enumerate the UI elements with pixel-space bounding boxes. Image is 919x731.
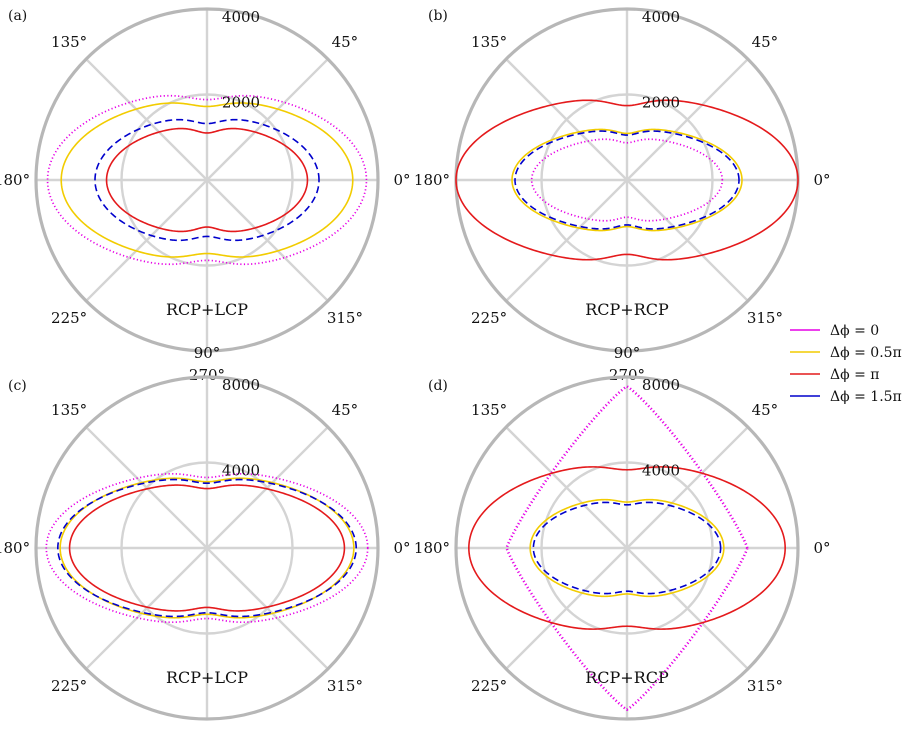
- polar-panel-4: 4000 8000 0° 45° 90° 135° 180° 225° 270° 315° (d) R…: [414, 344, 831, 721]
- series-curve-4: [514, 130, 740, 230]
- angle-tick-label: 0°: [813, 539, 830, 557]
- angle-tick-label: 135°: [51, 401, 87, 419]
- angle-tick-label: 135°: [471, 33, 507, 51]
- angle-tick-label: 270°: [189, 366, 225, 384]
- polarization-annotation: RCP+RCP: [585, 300, 669, 319]
- series-curve-3: [455, 99, 799, 261]
- series-curve-4: [532, 501, 722, 595]
- radial-tick-label: 2000: [222, 94, 260, 112]
- angle-tick-label: 315°: [327, 677, 363, 695]
- angle-tick-label: 45°: [332, 401, 359, 419]
- panel-letter: (a): [8, 8, 27, 24]
- angle-tick-label: 90°: [194, 344, 221, 362]
- legend: Δϕ = 0 Δϕ = 0.5π Δϕ = π Δϕ = 1.5π: [790, 323, 902, 405]
- angle-tick-label: 0°: [393, 539, 410, 557]
- radial-tick-label: 8000: [222, 376, 260, 394]
- panels-group: 2000 4000 0° 45° 90° 135° 180° 225° 270° 315° (a) R…: [0, 7, 831, 721]
- panel-letter: (b): [428, 8, 448, 24]
- series-curve-2: [511, 128, 743, 232]
- series-curve-4: [56, 478, 358, 618]
- polar-panel-1: 2000 4000 0° 45° 90° 135° 180° 225° 270° 315° (a) R…: [0, 7, 411, 384]
- panel-letter: (d): [428, 378, 448, 394]
- radial-tick-label: 2000: [642, 94, 680, 112]
- radial-tick-label: 4000: [222, 462, 260, 480]
- angle-tick-label: 45°: [332, 33, 359, 51]
- outer-frame-circle: [34, 7, 380, 353]
- angle-tick-label: 180°: [0, 539, 30, 557]
- polarization-annotation: RCP+LCP: [166, 668, 248, 687]
- polar-panel-2: 2000 4000 0° 45° 90° 135° 180° 225° 270° 315° (b) R…: [414, 7, 831, 384]
- series-curve-3: [468, 466, 786, 630]
- series-curve-2: [60, 102, 354, 258]
- angle-tick-label: 225°: [471, 309, 507, 327]
- angle-tick-label: 0°: [813, 171, 830, 189]
- angle-tick-label: 135°: [51, 33, 87, 51]
- outer-frame-circle: [454, 375, 800, 721]
- angle-tick-label: 180°: [0, 171, 30, 189]
- angle-tick-label: 315°: [327, 309, 363, 327]
- polarization-annotation: RCP+LCP: [166, 300, 248, 319]
- radial-grid-circle: [540, 93, 714, 267]
- series-curve-2: [529, 498, 725, 598]
- radial-tick-label: 4000: [222, 8, 260, 26]
- polarization-annotation: RCP+RCP: [585, 668, 669, 687]
- angle-tick-label: 315°: [747, 677, 783, 695]
- polar-panel-3: 4000 8000 0° 45° 90° 135° 180° 225° 270° 315° (c) R…: [0, 344, 411, 721]
- angle-tick-label: 315°: [747, 309, 783, 327]
- legend-label: Δϕ = 1.5π: [830, 389, 902, 405]
- legend-label: Δϕ = π: [830, 367, 880, 383]
- angle-tick-label: 45°: [752, 33, 779, 51]
- angle-tick-label: 45°: [752, 401, 779, 419]
- series-curve-1: [45, 472, 369, 624]
- angle-tick-label: 0°: [393, 171, 410, 189]
- angle-tick-label: 225°: [51, 677, 87, 695]
- radial-tick-label: 4000: [642, 8, 680, 26]
- angle-tick-label: 180°: [414, 539, 450, 557]
- radial-grid-circle: [120, 93, 294, 267]
- series-curve-4: [94, 118, 320, 242]
- radial-grid-circle: [540, 461, 714, 635]
- angle-tick-label: 180°: [414, 171, 450, 189]
- panel-letter: (c): [8, 378, 27, 394]
- outer-frame-circle: [34, 375, 380, 721]
- angle-tick-label: 225°: [471, 677, 507, 695]
- radial-tick-label: 8000: [642, 376, 680, 394]
- angle-tick-label: 270°: [609, 366, 645, 384]
- series-curve-3: [68, 484, 346, 612]
- series-curve-3: [105, 127, 309, 233]
- angle-tick-label: 225°: [51, 309, 87, 327]
- legend-label: Δϕ = 0: [830, 323, 879, 339]
- radial-tick-label: 4000: [642, 462, 680, 480]
- angle-tick-label: 90°: [614, 344, 641, 362]
- angle-tick-label: 135°: [471, 401, 507, 419]
- series-curve-2: [59, 477, 355, 619]
- legend-label: Δϕ = 0.5π: [830, 345, 902, 361]
- radial-grid-circle: [120, 461, 294, 635]
- series-curve-1: [46, 94, 368, 266]
